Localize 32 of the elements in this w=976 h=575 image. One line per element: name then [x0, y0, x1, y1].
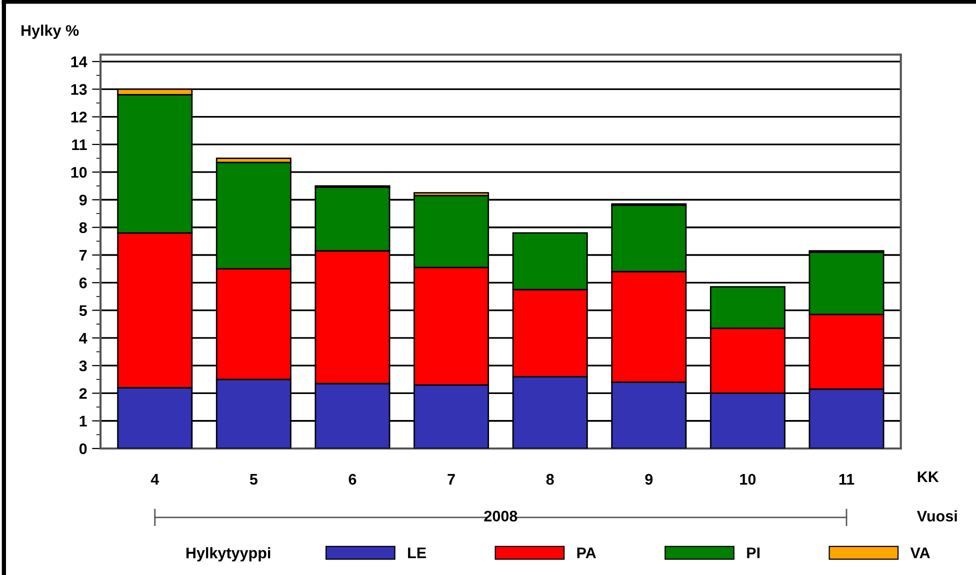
- y-tick-label: 7: [79, 250, 87, 261]
- x-tick-label: 10: [740, 474, 756, 485]
- y-tick-label: 13: [71, 84, 87, 95]
- y-axis-title: Hylky %: [22, 24, 79, 39]
- text: 2008: [484, 510, 518, 522]
- y-tick-label: 0: [79, 443, 87, 454]
- x-tick-label: 6: [348, 474, 356, 485]
- x-axis-title: KK: [918, 471, 939, 482]
- legend-label: LE: [408, 548, 426, 558]
- y-tick-label: 3: [79, 360, 87, 372]
- y-tick-label: 12: [71, 112, 87, 122]
- x-tick-label: 8: [546, 474, 554, 485]
- y-tick-label: 11: [72, 139, 87, 150]
- legend-label: VA: [910, 548, 930, 558]
- text: Vuosi: [916, 510, 957, 522]
- x-tick-label: 7: [448, 474, 455, 485]
- x-tick-label: 5: [250, 474, 258, 485]
- y-tick-label: 1: [80, 416, 87, 426]
- x-tick-label: 9: [645, 474, 653, 485]
- y-tick-label: 2: [79, 388, 87, 399]
- y-tick-label: 9: [79, 194, 87, 206]
- y-tick-label: 10: [71, 166, 87, 178]
- legend-label: PA: [577, 548, 596, 558]
- y-tick-label: 14: [71, 56, 88, 68]
- y-tick-label: 5: [79, 305, 87, 316]
- y-tick-label: 4: [79, 332, 88, 344]
- legend-title: Hylkytyyppi: [186, 547, 270, 562]
- y-tick-label: 8: [79, 222, 87, 234]
- y-tick-label: 6: [79, 278, 87, 288]
- x-tick-label: 11: [839, 474, 854, 485]
- legend-label: PI: [747, 548, 760, 558]
- x-tick-label: 4: [150, 474, 160, 485]
